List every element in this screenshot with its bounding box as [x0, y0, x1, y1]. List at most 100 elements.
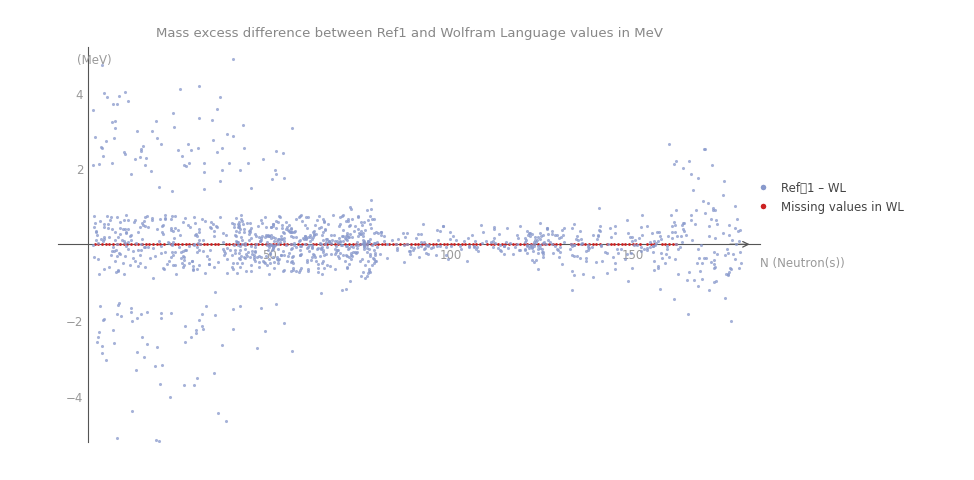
- Point: [650, 238, 665, 246]
- Point: [305, 251, 320, 258]
- Point: [279, 258, 294, 266]
- Point: [342, 222, 357, 230]
- Point: [314, 246, 329, 253]
- Point: [198, 302, 213, 310]
- Point: [225, 326, 241, 334]
- Point: [186, 382, 202, 389]
- Point: [718, 252, 733, 259]
- Point: [274, 252, 289, 259]
- Point: [566, 220, 581, 228]
- Point: [266, 244, 281, 252]
- Point: [155, 221, 170, 229]
- Point: [654, 241, 669, 249]
- Point: [338, 252, 354, 260]
- Point: [277, 234, 292, 242]
- Point: [135, 221, 151, 229]
- Point: [192, 225, 207, 233]
- Point: [228, 238, 244, 245]
- Point: [294, 217, 310, 225]
- Point: [359, 249, 375, 257]
- Point: [285, 267, 301, 275]
- Point: [312, 224, 327, 232]
- Point: [101, 264, 117, 271]
- Point: [225, 306, 241, 313]
- Point: [599, 241, 615, 249]
- Point: [313, 244, 328, 252]
- Point: [162, 394, 177, 401]
- Point: [120, 241, 135, 249]
- Point: [210, 241, 226, 249]
- Point: [153, 314, 169, 322]
- Point: [363, 225, 379, 232]
- Point: [689, 206, 704, 214]
- Point: [156, 230, 171, 238]
- Point: [124, 232, 139, 240]
- Point: [87, 134, 102, 142]
- Point: [236, 144, 251, 152]
- Point: [369, 239, 385, 247]
- Point: [115, 226, 131, 234]
- Point: [244, 268, 259, 276]
- Point: [253, 236, 269, 244]
- Point: [524, 243, 540, 251]
- Point: [264, 231, 280, 239]
- Point: [204, 117, 219, 125]
- Point: [605, 253, 620, 261]
- Point: [110, 301, 126, 309]
- Point: [628, 241, 644, 249]
- Point: [316, 216, 331, 224]
- Point: [693, 267, 708, 275]
- Point: [474, 229, 490, 237]
- Point: [264, 246, 280, 254]
- Point: [668, 158, 684, 166]
- Point: [419, 250, 434, 257]
- Point: [152, 380, 168, 388]
- Point: [372, 251, 388, 259]
- Point: [136, 353, 152, 360]
- Point: [716, 178, 731, 186]
- Title: Mass excess difference between Ref1 and Wolfram Language values in MeV: Mass excess difference between Ref1 and …: [156, 27, 662, 40]
- Point: [231, 219, 246, 227]
- Point: [330, 241, 346, 249]
- Point: [259, 242, 275, 250]
- Point: [732, 227, 748, 234]
- Point: [623, 233, 639, 241]
- Point: [323, 251, 339, 259]
- Point: [96, 265, 112, 273]
- Point: [164, 213, 179, 220]
- Point: [88, 237, 103, 245]
- Point: [703, 216, 719, 224]
- Point: [317, 227, 332, 235]
- Point: [300, 234, 316, 241]
- Point: [117, 240, 132, 247]
- Point: [133, 240, 149, 248]
- Point: [297, 221, 313, 229]
- Point: [95, 317, 111, 324]
- Point: [327, 241, 343, 249]
- Point: [665, 218, 681, 226]
- Point: [623, 250, 639, 257]
- Point: [293, 242, 309, 250]
- Point: [723, 318, 738, 325]
- Point: [673, 233, 689, 240]
- Point: [166, 261, 181, 269]
- Point: [483, 241, 499, 249]
- Point: [727, 224, 742, 232]
- Point: [191, 317, 206, 324]
- Point: [318, 240, 333, 248]
- Point: [319, 244, 335, 252]
- Point: [230, 221, 245, 228]
- Point: [226, 221, 242, 229]
- Point: [341, 223, 356, 231]
- Point: [341, 245, 356, 252]
- Point: [667, 229, 683, 237]
- Point: [667, 255, 683, 263]
- Point: [168, 271, 183, 278]
- Point: [345, 244, 360, 252]
- Point: [138, 241, 154, 249]
- Point: [306, 228, 321, 236]
- Point: [267, 235, 282, 243]
- Point: [124, 318, 139, 325]
- Point: [341, 241, 356, 249]
- Point: [509, 232, 525, 240]
